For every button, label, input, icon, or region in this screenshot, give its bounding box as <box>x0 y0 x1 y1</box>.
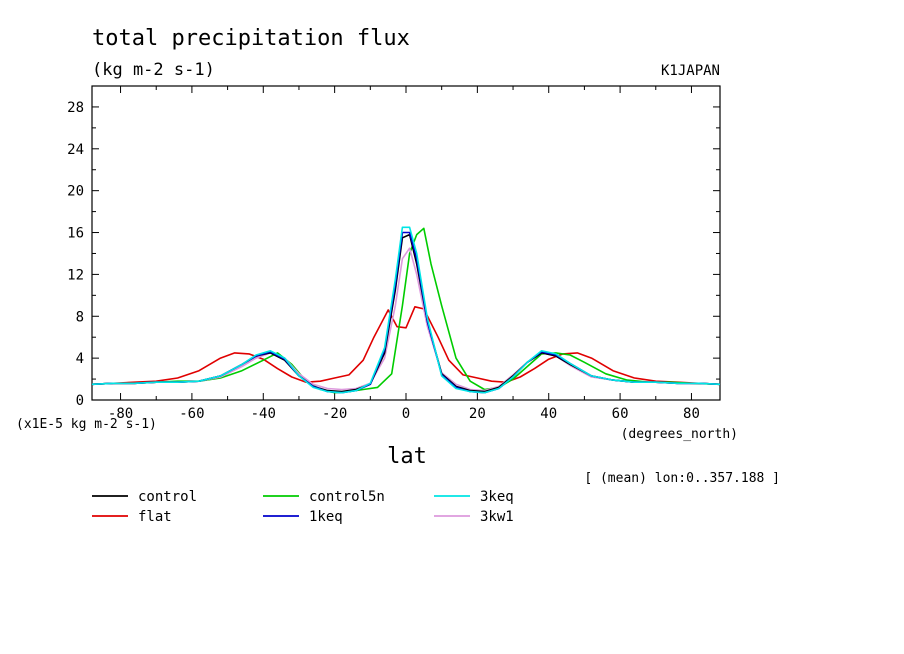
series-line-1keq <box>91 231 721 394</box>
x-units-label: (degrees_north) <box>621 427 738 442</box>
legend-label-3kw1: 3kw1 <box>480 509 514 525</box>
x-tick-label: -60 <box>179 406 204 422</box>
legend-label-control5n: control5n <box>309 489 385 505</box>
series-line-control <box>91 233 721 393</box>
x-tick-label: 80 <box>683 406 700 422</box>
legend: control flat control5n 1keq 3keq 3kw1 <box>92 489 514 525</box>
y-tick-label: 8 <box>76 309 84 325</box>
axis-ticks: -80 -60 -40 -20 0 20 40 60 80 0 4 8 12 16 20 24 28 <box>67 86 720 422</box>
y-scale-label: (x1E-5 kg m-2 s-1) <box>16 417 157 432</box>
y-tick-label: 12 <box>67 267 84 283</box>
x-tick-label: 60 <box>612 406 629 422</box>
legend-label-3keq: 3keq <box>480 489 514 505</box>
y-tick-label: 16 <box>67 226 84 242</box>
x-tick-label: -20 <box>322 406 347 422</box>
y-tick-label: 4 <box>76 351 84 367</box>
x-tick-label: 20 <box>469 406 486 422</box>
chart-title: total precipitation flux <box>92 26 410 51</box>
y-tick-label: 24 <box>67 142 84 158</box>
x-tick-label: 40 <box>540 406 557 422</box>
chart-units: (kg m-2 s-1) <box>92 60 215 80</box>
plot-frame <box>91 85 721 401</box>
x-axis-label: lat <box>387 444 427 469</box>
x-tick-label: -80 <box>108 406 133 422</box>
series-line-flat <box>91 305 721 386</box>
mean-note: [ (mean) lon:0..357.188 ] <box>584 471 780 486</box>
y-tick-label: 0 <box>76 393 84 409</box>
x-tick-label: 0 <box>402 406 410 422</box>
source-label: K1JAPAN <box>661 63 720 79</box>
series-line-3keq <box>91 226 721 394</box>
plot-area: -80 -60 -40 -20 0 20 40 60 80 0 4 8 12 16 20 24 28 <box>67 85 721 422</box>
series-line-3kw1 <box>91 247 721 392</box>
y-tick-label: 20 <box>67 184 84 200</box>
legend-label-1keq: 1keq <box>309 509 343 525</box>
y-tick-label: 28 <box>67 100 84 116</box>
legend-label-flat: flat <box>138 509 172 525</box>
x-tick-label: -40 <box>251 406 276 422</box>
legend-label-control: control <box>138 489 197 505</box>
series-lines <box>91 226 721 394</box>
